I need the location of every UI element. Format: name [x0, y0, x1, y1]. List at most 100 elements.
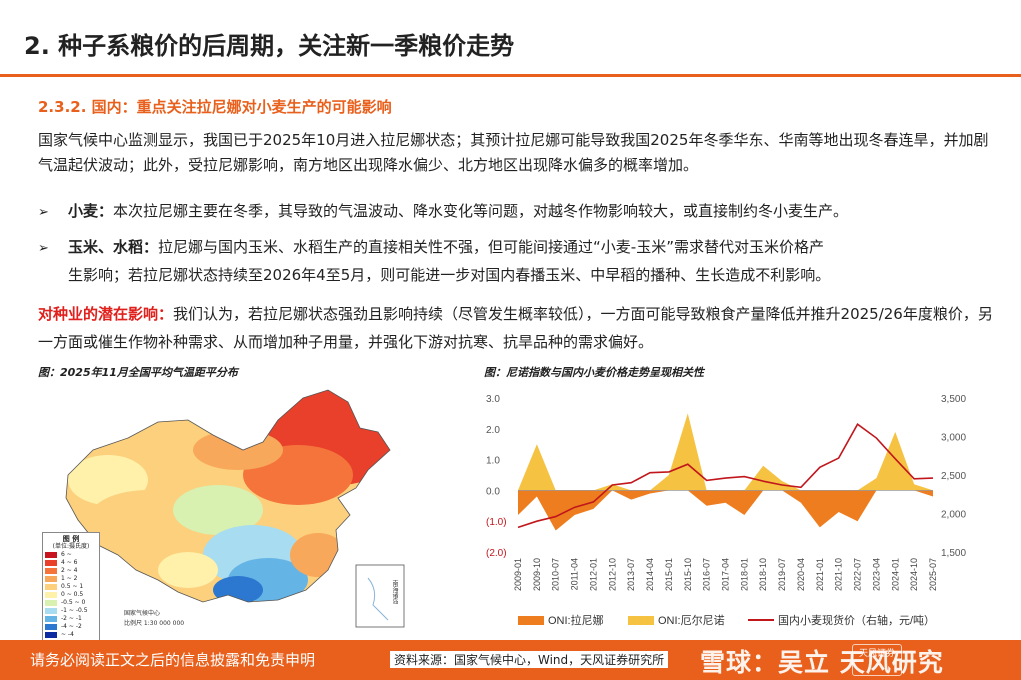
paragraph-intro: 国家气候中心监测显示，我国已于2025年10月进入拉尼娜状态；其预计拉尼娜可能导… [38, 131, 989, 174]
legend-swatch [45, 560, 57, 566]
legend-row: 4 ~ 6 [45, 559, 97, 567]
legend-label: -1 ~ -0.5 [61, 607, 88, 614]
y-right-tick-label: 3,000 [941, 433, 966, 444]
x-tick-label: 2012-10 [607, 558, 617, 591]
legend-row: 2 ~ 4 [45, 567, 97, 575]
x-tick-label: 2021-10 [834, 558, 844, 591]
x-tick-label: 2009-10 [532, 558, 542, 591]
legend-swatch [45, 608, 57, 614]
x-tick-label: 2011-04 [570, 558, 580, 590]
legend-swatch [45, 576, 57, 582]
x-tick-label: 2025-07 [928, 558, 938, 591]
legend-label: 1 ~ 2 [61, 575, 78, 582]
map-credit: 国家气候中心 [124, 610, 161, 617]
legend-swatch [45, 624, 57, 630]
watermark-text: 雪球：吴立 天风研究 [700, 648, 944, 677]
legend-label: 2 ~ 4 [61, 567, 78, 574]
legend-label: 0 ~ 0.5 [61, 591, 84, 598]
legend-row: 6 ~ [45, 551, 97, 559]
y-left-tick-label: 0.0 [486, 486, 500, 497]
legend-row: -2 ~ -1 [45, 615, 97, 623]
legend-row: ~ -4 [45, 631, 97, 639]
y-left-tick-label: (2.0) [486, 548, 507, 559]
legend-row: 1 ~ 2 [45, 575, 97, 583]
section-subheading: 2.3.2. 国内：重点关注拉尼娜对小麦生产的可能影响 [38, 98, 392, 116]
paragraph-seed-impact: 对种业的潜在影响：我们认为，若拉尼娜状态强劲且影响持续（尽管发生概率较低），一方… [38, 300, 998, 356]
x-tick-label: 2016-07 [702, 558, 712, 591]
legend-swatch [45, 600, 57, 606]
legend-label: -0.5 ~ 0 [61, 599, 86, 606]
y-left-tick-label: 1.0 [486, 456, 500, 467]
legend-row: -0.5 ~ 0 [45, 599, 97, 607]
y-right-tick-label: 2,000 [941, 510, 966, 521]
figure-chart-caption: 图：尼诺指数与国内小麦价格走势呈现相关性 [484, 366, 704, 379]
legend-row: 0 ~ 0.5 [45, 591, 97, 599]
y-left-tick-label: 3.0 [486, 394, 500, 405]
x-tick-label: 2023-04 [871, 558, 881, 591]
chart-svg: 3.0 2.0 1.0 0.0 (1.0) (2.0) 3,500 3,000 2,500 2,0… [486, 394, 966, 627]
legend-label: 0.5 ~ 1 [61, 583, 84, 590]
oni-wheat-chart: 3.0 2.0 1.0 0.0 (1.0) (2.0) 3,500 3,000 2,500 2,0… [478, 384, 978, 636]
map-svg [65, 389, 405, 628]
bullet-wheat-label: 小麦： [68, 202, 114, 220]
footer-bar: 请务必阅读正文之后的信息披露和免责申明 资料来源：国家气候中心，Wind，天风证… [0, 640, 1021, 680]
seed-impact-text: 我们认为，若拉尼娜状态强劲且影响持续（尽管发生概率较低），一方面可能导致粮食产量… [38, 305, 993, 351]
legend-swatch [45, 632, 57, 638]
x-tick-label: 2015-10 [683, 558, 693, 591]
title-divider [0, 74, 1021, 77]
y-right-tick-label: 1,500 [941, 548, 966, 559]
y-right-tick-label: 3,500 [941, 394, 966, 405]
series-wheat-price-line [517, 422, 934, 529]
series-la-nina-area [518, 490, 933, 531]
x-tick-label: 2020-04 [796, 558, 806, 591]
figure-map-caption: 图：2025年11月全国平均气温距平分布 [38, 366, 238, 379]
series-el-nino-area [518, 413, 933, 491]
legend-label: -4 ~ -2 [61, 623, 82, 630]
bullet-corn-rice: ➢ 玉米、水稻：拉尼娜与国内玉米、水稻生产的直接相关性不强，但可能间接通过“小麦-… [38, 234, 998, 289]
bullet-wheat: ➢ 小麦：本次拉尼娜主要在冬季，其导致的气温波动、降水变化等问题，对越冬作物影响较… [38, 198, 998, 226]
x-tick-label: 2012-01 [588, 558, 598, 591]
legend-label: ONI:厄尔尼诺 [658, 614, 725, 627]
legend-label: 6 ~ [61, 551, 72, 558]
y-left-tick-label: 2.0 [486, 425, 500, 436]
brand-logo: 天风证券 [852, 644, 902, 676]
x-tick-label: 2014-04 [645, 558, 655, 591]
south-sea-inset [355, 564, 405, 628]
footer-source: 资料来源：国家气候中心，Wind，天风证券研究所 [390, 651, 669, 668]
x-tick-label: 2019-07 [777, 558, 787, 591]
x-tick-label: 2015-01 [664, 558, 674, 591]
legend-swatch [628, 616, 654, 625]
bullet-arrow-icon: ➢ [38, 241, 49, 256]
x-tick-label: 2017-04 [721, 558, 731, 591]
y-left-tick-label: (1.0) [486, 517, 507, 528]
legend-label: -2 ~ -1 [61, 615, 82, 622]
x-tick-label: 2009-01 [513, 558, 523, 591]
x-tick-label: 2024-01 [890, 558, 900, 591]
legend-row: -4 ~ -2 [45, 623, 97, 631]
legend-swatch [45, 592, 57, 598]
x-tick-label: 2010-07 [551, 558, 561, 591]
x-tick-label: 2018-01 [739, 558, 749, 591]
legend-label: ~ -4 [61, 631, 74, 638]
legend-swatch [45, 552, 57, 558]
legend-swatch [45, 584, 57, 590]
legend-row: 0.5 ~ 1 [45, 583, 97, 591]
legend-subtitle: (单位:摄氏度) [52, 543, 90, 550]
x-tick-label: 2021-01 [815, 558, 825, 591]
legend-title: 图 例 [62, 535, 80, 543]
footer-disclaimer[interactable]: 请务必阅读正文之后的信息披露和免责申明 [30, 651, 316, 669]
legend-swatch [45, 616, 57, 622]
legend-swatch [518, 616, 544, 625]
inset-label: 南海诸岛 [391, 580, 398, 604]
x-tick-label: 2022-07 [853, 558, 863, 591]
legend-row: -1 ~ -0.5 [45, 607, 97, 615]
x-tick-label: 2018-10 [758, 558, 768, 591]
bullet-wheat-text: 本次拉尼娜主要在冬季，其导致的气温波动、降水变化等问题，对越冬作物影响较大，或直… [113, 202, 849, 220]
legend-label: 4 ~ 6 [61, 559, 78, 566]
x-tick-label: 2024-10 [909, 558, 919, 591]
legend-swatch [45, 568, 57, 574]
legend-label: ONI:拉尼娜 [548, 613, 604, 627]
page-title: 2. 种子系粮价的后周期，关注新一季粮价走势 [24, 32, 515, 60]
